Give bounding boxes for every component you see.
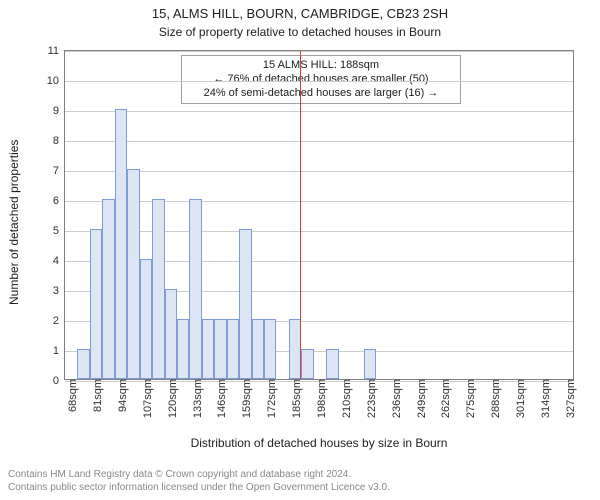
x-tick-label: 94sqm — [113, 379, 129, 412]
x-tick-label: 314sqm — [536, 379, 552, 418]
histogram-bar — [264, 319, 276, 379]
chart-container: 15, ALMS HILL, BOURN, CAMBRIDGE, CB23 2S… — [0, 0, 600, 500]
reference-line — [300, 51, 301, 379]
x-tick-label: 223sqm — [362, 379, 378, 418]
histogram-bar — [301, 349, 313, 379]
annotation-line1: 15 ALMS HILL: 188sqm — [188, 59, 454, 73]
x-tick-label: 68sqm — [63, 379, 79, 412]
histogram-bar — [77, 349, 89, 379]
x-tick-label: 327sqm — [561, 379, 577, 418]
histogram-bar — [115, 109, 127, 379]
gridline — [65, 51, 573, 52]
gridline — [65, 201, 573, 202]
x-tick-label: 210sqm — [337, 379, 353, 418]
x-tick-label: 262sqm — [436, 379, 452, 418]
gridline — [65, 231, 573, 232]
y-tick-label: 3 — [53, 285, 65, 297]
y-tick-label: 9 — [53, 105, 65, 117]
footer-line1: Contains HM Land Registry data © Crown c… — [8, 469, 390, 482]
histogram-bar — [364, 349, 376, 379]
chart-title-line1: 15, ALMS HILL, BOURN, CAMBRIDGE, CB23 2S… — [0, 6, 600, 23]
plot-area: 15 ALMS HILL: 188sqm ← 76% of detached h… — [64, 50, 574, 380]
y-tick-label: 8 — [53, 135, 65, 147]
y-tick-label: 5 — [53, 225, 65, 237]
histogram-bar — [227, 319, 239, 379]
chart-title-line2: Size of property relative to detached ho… — [0, 25, 600, 39]
x-tick-label: 172sqm — [262, 379, 278, 418]
gridline — [65, 171, 573, 172]
histogram-bar — [326, 349, 338, 379]
annotation-line2: ← 76% of detached houses are smaller (50… — [188, 73, 454, 87]
annotation-line3: 24% of semi-detached houses are larger (… — [188, 87, 454, 101]
x-tick-label: 133sqm — [188, 379, 204, 418]
y-tick-label: 1 — [53, 345, 65, 357]
annotation-box: 15 ALMS HILL: 188sqm ← 76% of detached h… — [181, 55, 461, 104]
y-tick-label: 10 — [47, 75, 65, 87]
y-tick-label: 11 — [48, 45, 65, 57]
histogram-bar — [214, 319, 226, 379]
gridline — [65, 141, 573, 142]
x-tick-label: 107sqm — [138, 379, 154, 418]
histogram-bar — [152, 199, 164, 379]
histogram-bar — [102, 199, 114, 379]
y-tick-label: 7 — [53, 165, 65, 177]
x-axis-label: Distribution of detached houses by size … — [64, 436, 574, 450]
footer-attribution: Contains HM Land Registry data © Crown c… — [8, 469, 390, 494]
x-tick-label: 236sqm — [387, 379, 403, 418]
x-tick-label: 249sqm — [412, 379, 428, 418]
y-tick-label: 2 — [53, 315, 65, 327]
x-tick-label: 198sqm — [312, 379, 328, 418]
histogram-bar — [202, 319, 214, 379]
histogram-bar — [189, 199, 201, 379]
y-tick-label: 4 — [53, 255, 65, 267]
x-tick-label: 275sqm — [461, 379, 477, 418]
x-tick-label: 159sqm — [237, 379, 253, 418]
histogram-bar — [165, 289, 177, 379]
histogram-bar — [90, 229, 102, 379]
x-tick-label: 120sqm — [163, 379, 179, 418]
histogram-bar — [252, 319, 264, 379]
x-tick-label: 301sqm — [511, 379, 527, 418]
histogram-bar — [140, 259, 152, 379]
x-tick-label: 185sqm — [287, 379, 303, 418]
x-tick-label: 146sqm — [212, 379, 228, 418]
x-tick-label: 288sqm — [486, 379, 502, 418]
histogram-bar — [239, 229, 251, 379]
gridline — [65, 111, 573, 112]
footer-line2: Contains public sector information licen… — [8, 482, 390, 495]
y-tick-label: 6 — [53, 195, 65, 207]
y-axis-label: Number of detached properties — [7, 140, 21, 305]
gridline — [65, 81, 573, 82]
x-tick-label: 81sqm — [88, 379, 104, 412]
histogram-bar — [177, 319, 189, 379]
histogram-bar — [127, 169, 139, 379]
